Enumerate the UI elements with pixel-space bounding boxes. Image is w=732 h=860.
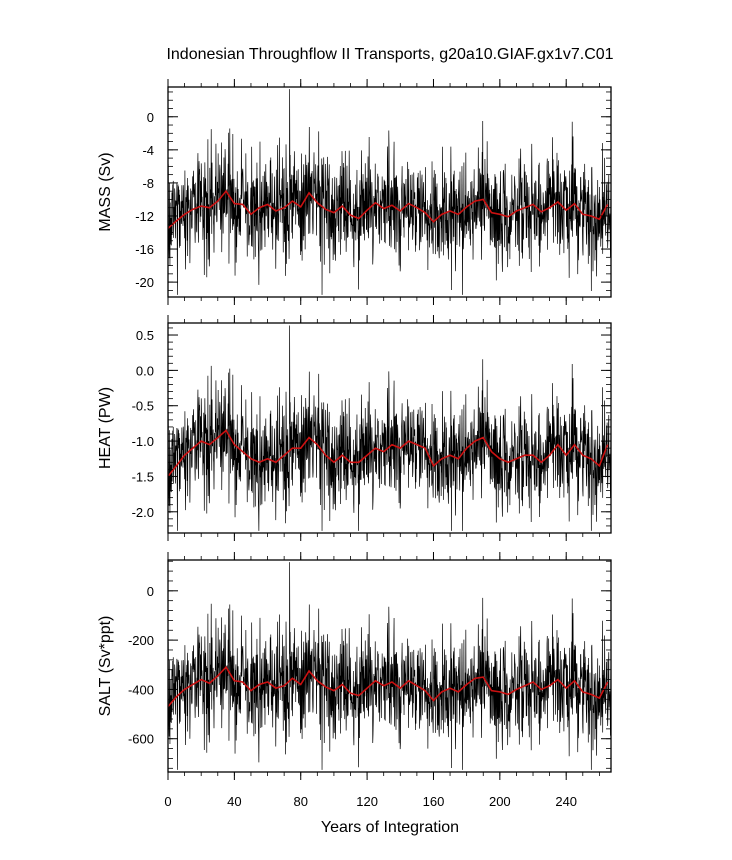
- y-tick-label: -200: [128, 633, 154, 648]
- x-tick-label: 240: [555, 794, 577, 809]
- x-tick-label: 80: [293, 794, 307, 809]
- panel-1: 0 -4 -8 -12 -16 -20 MASS (Sv): [97, 79, 612, 305]
- raw-series-line: [167, 89, 612, 295]
- x-axis-title: Years of Integration: [321, 819, 459, 836]
- y-tick-label: -20: [135, 275, 154, 290]
- plot-frame: [167, 86, 612, 298]
- y-tick-label: 0: [147, 584, 154, 599]
- y-tick-label: -0.5: [132, 399, 154, 414]
- x-tick-label: 160: [423, 794, 445, 809]
- y-tick-label: -4: [142, 143, 154, 158]
- y-tick-label: -2.0: [132, 505, 154, 520]
- x-tick-label: 200: [489, 794, 511, 809]
- plot-frame: [167, 559, 612, 773]
- chart-title: Indonesian Throughflow II Transports, g2…: [166, 46, 613, 63]
- y-axis-title: MASS (Sv): [97, 152, 114, 231]
- x-tick-label: 0: [164, 794, 171, 809]
- y-axis-title: SALT (Sv*ppt): [97, 616, 114, 717]
- y-tick-label: 0.5: [136, 328, 154, 343]
- y-tick-label: 0: [147, 110, 154, 125]
- y-tick-label: -1.0: [132, 434, 154, 449]
- y-tick-label: -400: [128, 682, 154, 697]
- y-tick-label: -12: [135, 209, 154, 224]
- panels: 0 -4 -8 -12 -16 -20 MASS (Sv) 0.5 0.0 -0.5 -1.0 -1.…: [97, 79, 612, 809]
- y-tick-label: -1.5: [132, 469, 154, 484]
- y-axis-title: HEAT (PW): [97, 387, 114, 469]
- x-tick-label: 120: [356, 794, 378, 809]
- raw-series-line: [167, 562, 612, 770]
- plot-frame: [167, 322, 612, 534]
- panel-3: 0 -200 -400 -600 0 40 80 120 160 200 240 SALT (Sv*p…: [97, 552, 612, 809]
- y-tick-label: -8: [142, 176, 154, 191]
- panel-2: 0.5 0.0 -0.5 -1.0 -1.5 -2.0 HEAT (PW): [97, 315, 612, 541]
- smoothed-series-line: [167, 189, 609, 229]
- raw-series-line: [167, 325, 612, 531]
- y-tick-label: -16: [135, 242, 154, 257]
- y-tick-label: -600: [128, 732, 154, 747]
- smoothed-series-line: [167, 429, 609, 477]
- y-tick-label: 0.0: [136, 363, 154, 378]
- smoothed-series-line: [167, 665, 609, 708]
- x-tick-label: 40: [227, 794, 241, 809]
